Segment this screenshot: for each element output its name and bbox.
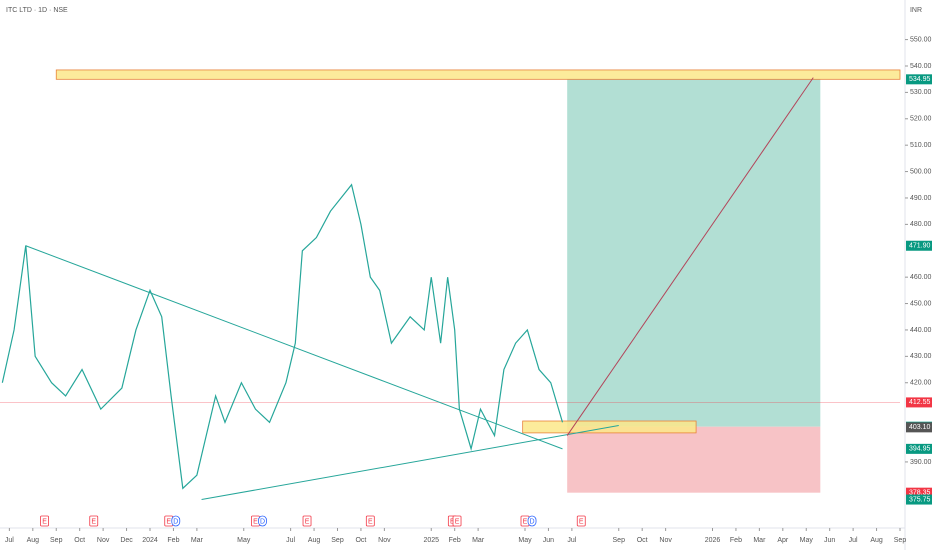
x-tick-label: Jul <box>286 537 295 544</box>
event-icon <box>302 515 312 527</box>
y-tick-label: 480.00 <box>910 221 932 228</box>
x-tick-label: Oct <box>355 537 366 544</box>
x-tick-label: Dec <box>120 537 133 544</box>
y-tick-label: 490.00 <box>910 195 932 202</box>
y-tick-label: 430.00 <box>910 353 932 360</box>
x-tick-label: Mar <box>191 537 204 544</box>
event-icon <box>89 515 99 527</box>
y-tick-label: 540.00 <box>910 63 932 70</box>
x-tick-label: Aug <box>308 537 321 544</box>
y-tick-label: 520.00 <box>910 116 932 123</box>
y-tick-label: 450.00 <box>910 300 932 307</box>
event-icon <box>258 515 267 527</box>
price-label: 378.35 <box>909 490 931 497</box>
x-tick-label: Feb <box>167 537 179 544</box>
x-tick-label: Oct <box>74 537 85 544</box>
event-label: E <box>91 518 96 525</box>
price-label: 534.95 <box>909 76 931 83</box>
x-tick-label: May <box>237 537 251 544</box>
x-tick-label: Sep <box>613 537 626 544</box>
x-tick-label: Aug <box>27 537 40 544</box>
price-label-bg <box>906 494 932 505</box>
price-label-bg <box>906 443 932 454</box>
event-icon <box>171 515 181 527</box>
x-tick-label: 2025 <box>423 537 439 544</box>
event-label: E <box>253 518 258 525</box>
event-label: E <box>166 518 171 525</box>
x-tick-label: Jun <box>824 537 835 544</box>
x-tick-label: 2024 <box>142 537 158 544</box>
y-tick-label: 500.00 <box>910 168 932 175</box>
event-label: E <box>523 518 528 525</box>
x-tick-label: Jul <box>5 537 14 544</box>
x-tick-label: Jul <box>849 537 858 544</box>
currency: INR <box>910 7 922 14</box>
trendline <box>566 77 814 436</box>
x-tick-label: May <box>518 537 532 544</box>
x-tick-label: Feb <box>449 537 461 544</box>
price-label: 471.90 <box>909 243 931 250</box>
price-label: 403.10 <box>909 424 931 431</box>
y-tick-label: 460.00 <box>910 274 932 281</box>
x-tick-label: Jun <box>543 537 554 544</box>
event-label: E <box>450 518 455 525</box>
x-tick-label: Nov <box>659 537 672 544</box>
price-label-bg <box>906 422 932 433</box>
x-tick-label: Sep <box>50 537 63 544</box>
trendline <box>201 425 619 501</box>
target-zone <box>567 79 821 427</box>
price-label-bg <box>906 487 932 498</box>
x-tick-label: Oct <box>637 537 648 544</box>
x-tick-label: 2026 <box>705 537 721 544</box>
x-tick-label: Aug <box>870 537 883 544</box>
chart-title: ITC LTD · 1D · NSE <box>6 7 68 14</box>
event-label: E <box>579 518 584 525</box>
event-label: D <box>530 518 535 525</box>
x-tick-label: Apr <box>777 537 789 544</box>
zone <box>55 69 901 80</box>
event-icon <box>40 515 49 527</box>
x-tick-label: May <box>800 537 814 544</box>
event-label: E <box>455 518 460 525</box>
x-tick-label: Sep <box>331 537 344 544</box>
price-label-bg <box>906 240 932 251</box>
event-icon <box>527 515 537 527</box>
y-tick-label: 440.00 <box>910 327 932 334</box>
price-line-series <box>1 183 564 490</box>
event-label: D <box>173 518 178 525</box>
event-icon <box>365 515 375 527</box>
event-label: E <box>305 518 310 525</box>
event-label: E <box>42 518 47 525</box>
y-tick-label: 510.00 <box>910 142 932 149</box>
event-icon <box>452 515 462 527</box>
y-tick-label: 420.00 <box>910 380 932 387</box>
x-tick-label: Sep <box>894 537 907 544</box>
y-tick-label: 390.00 <box>910 459 932 466</box>
event-label: D <box>260 518 265 525</box>
y-tick-label: 530.00 <box>910 89 932 96</box>
x-tick-label: Feb <box>730 537 742 544</box>
stop-zone <box>567 426 821 493</box>
price-label: 412.55 <box>909 399 931 406</box>
trendline <box>25 245 563 450</box>
price-label: 394.95 <box>909 446 931 453</box>
price-label: 375.75 <box>909 496 931 503</box>
event-icon <box>576 515 586 527</box>
price-label-bg <box>906 74 932 85</box>
event-label: E <box>368 518 373 525</box>
x-tick-label: Nov <box>97 537 110 544</box>
y-tick-label: 550.00 <box>910 36 932 43</box>
x-tick-label: Mar <box>472 537 485 544</box>
price-label-bg <box>906 397 932 408</box>
x-tick-label: Jul <box>567 537 576 544</box>
x-tick-label: Nov <box>378 537 391 544</box>
x-tick-label: Mar <box>753 537 766 544</box>
